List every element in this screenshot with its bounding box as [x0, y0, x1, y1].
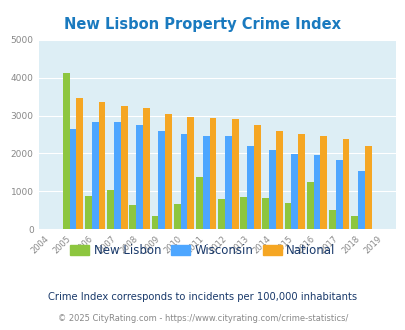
Bar	[240, 197, 247, 229]
Bar	[357, 171, 364, 229]
Bar	[342, 139, 349, 229]
Bar	[247, 146, 253, 229]
Bar	[209, 118, 216, 229]
Legend: New Lisbon, Wisconsin, National: New Lisbon, Wisconsin, National	[65, 239, 340, 261]
Bar	[269, 150, 275, 229]
Bar	[107, 189, 114, 229]
Bar	[63, 73, 69, 229]
Bar	[275, 131, 282, 229]
Bar	[165, 114, 171, 229]
Bar	[306, 182, 313, 229]
Bar	[180, 135, 187, 229]
Bar	[92, 122, 98, 229]
Bar	[129, 205, 136, 229]
Bar	[262, 198, 269, 229]
Bar	[298, 135, 304, 229]
Bar	[313, 155, 320, 229]
Bar	[85, 196, 92, 229]
Bar	[196, 177, 202, 229]
Bar	[335, 159, 342, 229]
Bar	[350, 216, 357, 229]
Bar	[69, 129, 76, 229]
Bar	[98, 102, 105, 229]
Bar	[187, 117, 194, 229]
Bar	[143, 108, 149, 229]
Bar	[114, 122, 120, 229]
Bar	[202, 136, 209, 229]
Bar	[136, 125, 143, 229]
Bar	[328, 210, 335, 229]
Text: New Lisbon Property Crime Index: New Lisbon Property Crime Index	[64, 16, 341, 31]
Bar	[217, 199, 224, 229]
Bar	[364, 146, 371, 229]
Bar	[291, 154, 298, 229]
Bar	[151, 216, 158, 229]
Bar	[284, 203, 291, 229]
Bar	[173, 204, 180, 229]
Bar	[158, 131, 165, 229]
Text: Crime Index corresponds to incidents per 100,000 inhabitants: Crime Index corresponds to incidents per…	[48, 292, 357, 302]
Bar	[253, 125, 260, 229]
Bar	[320, 136, 326, 229]
Text: © 2025 CityRating.com - https://www.cityrating.com/crime-statistics/: © 2025 CityRating.com - https://www.city…	[58, 314, 347, 323]
Bar	[120, 106, 127, 229]
Bar	[231, 119, 238, 229]
Bar	[224, 136, 231, 229]
Bar	[76, 98, 83, 229]
